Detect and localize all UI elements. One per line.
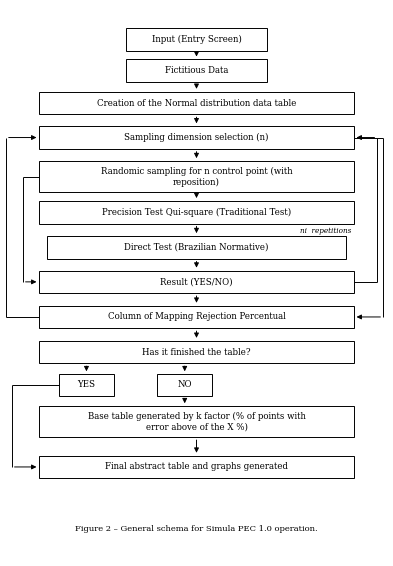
- Text: Final abstract table and graphs generated: Final abstract table and graphs generate…: [105, 462, 288, 471]
- FancyBboxPatch shape: [39, 201, 354, 224]
- Text: Input (Entry Screen): Input (Entry Screen): [152, 35, 241, 44]
- Text: Base table generated by k factor (% of points with
error above of the X %): Base table generated by k factor (% of p…: [88, 411, 305, 432]
- Text: NO: NO: [178, 380, 192, 389]
- Text: ni  repetitions: ni repetitions: [300, 228, 352, 235]
- FancyBboxPatch shape: [59, 374, 114, 396]
- FancyBboxPatch shape: [126, 59, 267, 82]
- FancyBboxPatch shape: [39, 271, 354, 293]
- Text: Fictitious Data: Fictitious Data: [165, 66, 228, 75]
- Text: Has it finished the table?: Has it finished the table?: [142, 348, 251, 357]
- Text: Direct Test (Brazilian Normative): Direct Test (Brazilian Normative): [124, 243, 269, 252]
- FancyBboxPatch shape: [47, 236, 346, 259]
- Text: Precision Test Qui-square (Traditional Test): Precision Test Qui-square (Traditional T…: [102, 208, 291, 217]
- FancyBboxPatch shape: [157, 374, 212, 396]
- Text: Creation of the Normal distribution data table: Creation of the Normal distribution data…: [97, 98, 296, 108]
- FancyBboxPatch shape: [39, 92, 354, 114]
- FancyBboxPatch shape: [39, 161, 354, 192]
- FancyBboxPatch shape: [39, 406, 354, 437]
- FancyBboxPatch shape: [39, 126, 354, 149]
- Text: Figure 2 – General schema for Simula PEC 1.0 operation.: Figure 2 – General schema for Simula PEC…: [75, 525, 318, 533]
- Text: Sampling dimension selection (n): Sampling dimension selection (n): [124, 133, 269, 142]
- Text: Column of Mapping Rejection Percentual: Column of Mapping Rejection Percentual: [108, 312, 285, 321]
- FancyBboxPatch shape: [39, 456, 354, 478]
- Text: Randomic sampling for n control point (with
reposition): Randomic sampling for n control point (w…: [101, 166, 292, 187]
- FancyBboxPatch shape: [39, 306, 354, 328]
- FancyBboxPatch shape: [39, 341, 354, 363]
- FancyBboxPatch shape: [126, 28, 267, 51]
- Text: Result (YES/NO): Result (YES/NO): [160, 277, 233, 286]
- Text: YES: YES: [77, 380, 95, 389]
